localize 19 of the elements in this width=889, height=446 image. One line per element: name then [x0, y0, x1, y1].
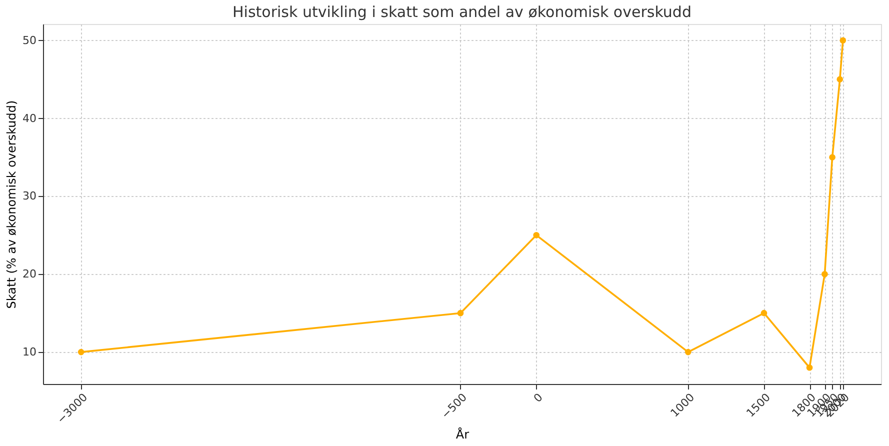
- y-tick-label: 10: [22, 346, 36, 359]
- point: [78, 348, 84, 356]
- y-tick-label: 20: [22, 268, 36, 281]
- x-tick-label: 0: [531, 390, 546, 405]
- point: [829, 154, 836, 160]
- y-tick-label: 40: [22, 112, 36, 125]
- point: [840, 37, 846, 44]
- point: [533, 232, 540, 238]
- point: [457, 310, 464, 316]
- y-axis-title: Skatt (% av økonomisk overskudd): [4, 100, 19, 309]
- y-tick-label: 30: [22, 190, 36, 203]
- x-axis-title: År: [456, 426, 470, 442]
- point: [822, 270, 828, 278]
- point: [760, 310, 768, 316]
- point: [836, 76, 844, 82]
- point: [684, 348, 692, 356]
- point: [806, 364, 813, 371]
- y-tick-label: 50: [22, 34, 36, 47]
- chart-title: Historisk utvikling i skatt som andel av økonomisk overskudd: [232, 3, 692, 21]
